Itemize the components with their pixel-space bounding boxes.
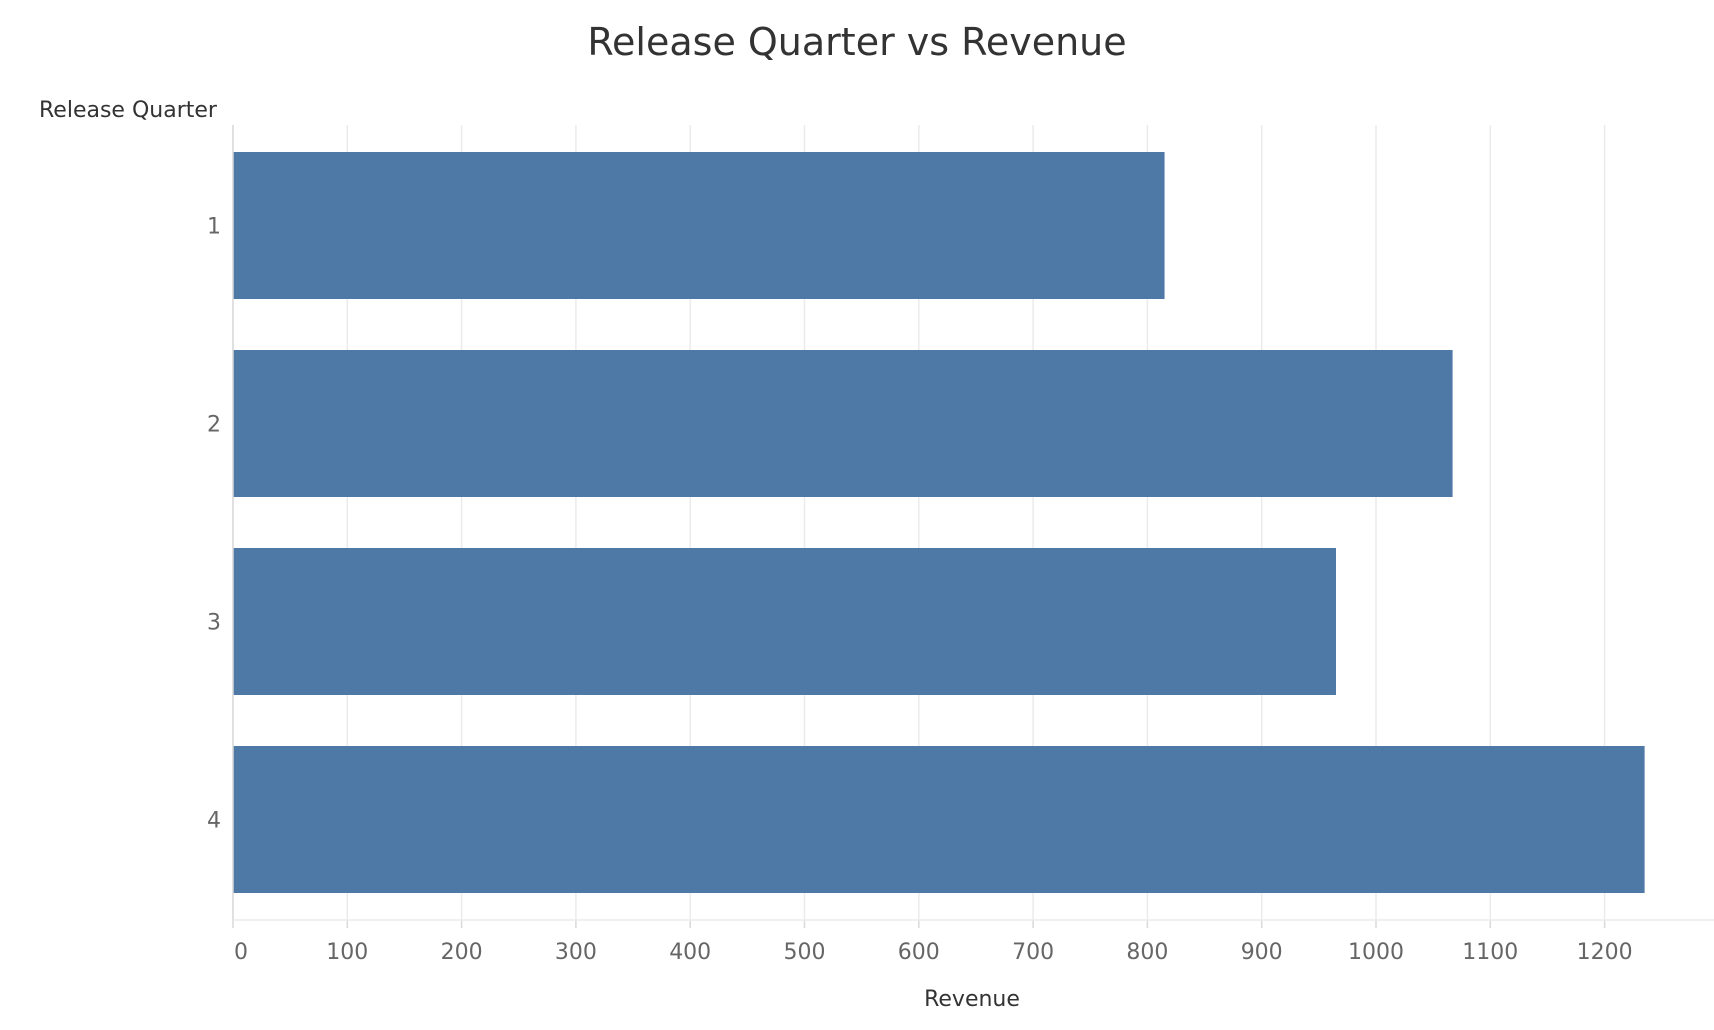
y-tick-label: 4 [207, 809, 221, 834]
axes: 0 100 200 300 400 500 600 700 800 900 1000 1100 1200… [207, 125, 1714, 965]
x-tick-label: 1100 [1462, 940, 1518, 965]
chart-title: Release Quarter vs Revenue [587, 20, 1126, 64]
x-tick-label: 900 [1241, 940, 1283, 965]
y-axis-title: Release Quarter [39, 98, 218, 123]
x-tick-label: 200 [441, 940, 483, 965]
y-tick-label: 3 [207, 611, 221, 636]
x-tick-label: 100 [326, 940, 368, 965]
x-tick-label: 500 [784, 940, 826, 965]
x-tick-label: 400 [669, 940, 711, 965]
x-axis-title: Revenue [924, 987, 1020, 1012]
bar-quarter-4 [233, 746, 1645, 893]
y-tick-label: 1 [207, 215, 221, 240]
bar-quarter-1 [233, 152, 1165, 299]
x-tick-label: 1000 [1348, 940, 1404, 965]
y-tick-label: 2 [207, 413, 221, 438]
bar-quarter-3 [233, 548, 1336, 695]
bars [233, 152, 1645, 893]
x-tick-label: 300 [555, 940, 597, 965]
x-tick-label: 0 [234, 940, 248, 965]
x-tick-label: 1200 [1577, 940, 1633, 965]
x-tick-label: 800 [1126, 940, 1168, 965]
x-tick-label: 600 [898, 940, 940, 965]
x-tick-label: 700 [1012, 940, 1054, 965]
bar-quarter-2 [233, 350, 1453, 497]
